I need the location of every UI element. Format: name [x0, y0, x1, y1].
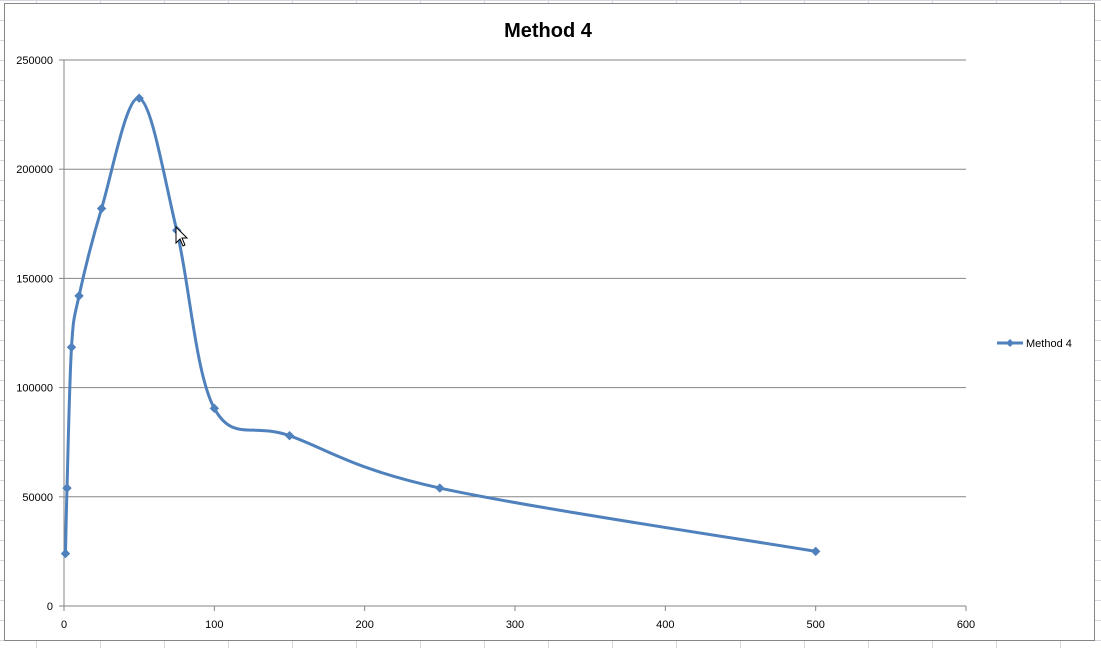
data-point-marker[interactable] — [134, 93, 144, 103]
x-tick-label: 400 — [656, 619, 674, 631]
gridlines — [64, 59, 966, 498]
y-tick-label: 250000 — [16, 55, 53, 67]
chart-area[interactable] — [4, 3, 1095, 641]
mouse-cursor-icon — [175, 225, 189, 247]
legend-marker-swatch — [1006, 339, 1014, 347]
y-tick-label: 0 — [47, 601, 53, 613]
plot-series[interactable] — [60, 93, 821, 559]
chart-title: Method 4 — [504, 20, 593, 42]
x-tick-label: 600 — [957, 619, 975, 631]
data-point-marker[interactable] — [60, 548, 71, 559]
y-tick-label: 200000 — [16, 164, 53, 176]
y-axis-tick-labels: 0 50000 100000 150000 200000 250000 — [16, 55, 53, 613]
data-point-marker[interactable] — [209, 403, 220, 414]
y-tick-label: 150000 — [16, 273, 53, 285]
legend[interactable]: Method 4 — [997, 338, 1072, 350]
data-point-marker[interactable] — [284, 430, 295, 441]
data-point-marker[interactable] — [810, 546, 821, 557]
data-point-marker[interactable] — [62, 483, 72, 493]
x-axis-tick-labels: 0 100 200 300 400 500 600 — [61, 619, 975, 631]
y-tick-label: 50000 — [22, 492, 53, 504]
data-point-marker[interactable] — [66, 342, 77, 352]
data-point-marker[interactable] — [74, 291, 84, 301]
y-tick-label: 100000 — [16, 383, 53, 395]
data-point-marker[interactable] — [435, 483, 445, 493]
legend-label: Method 4 — [1026, 338, 1072, 350]
x-tick-label: 100 — [205, 619, 223, 631]
x-tick-label: 300 — [506, 619, 524, 631]
data-point-marker[interactable] — [96, 203, 107, 214]
x-tick-label: 500 — [806, 619, 824, 631]
x-tick-label: 200 — [355, 619, 373, 631]
axes — [59, 59, 967, 611]
x-tick-label: 0 — [61, 619, 67, 631]
